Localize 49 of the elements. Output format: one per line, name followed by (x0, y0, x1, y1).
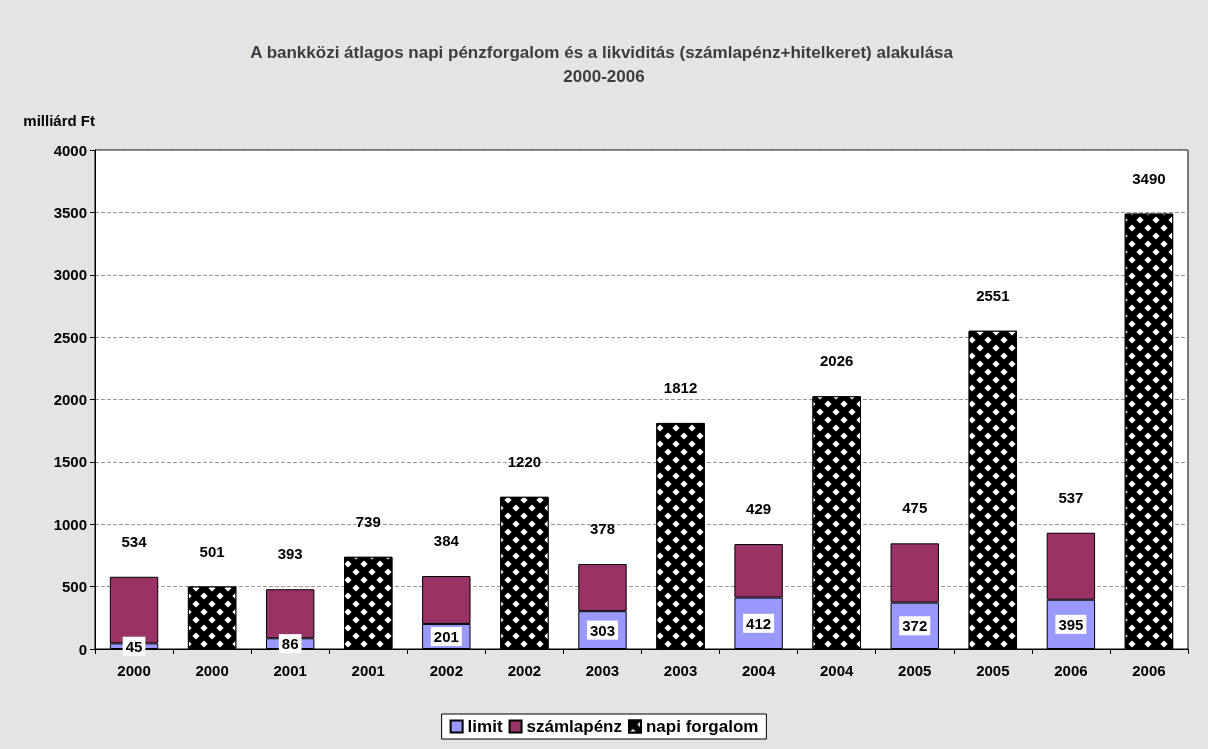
x-tick-label: 2005 (976, 662, 1010, 679)
y-tick-label: 3000 (53, 266, 87, 284)
x-tick-label: 2006 (1132, 662, 1166, 679)
y-tick-label: 2000 (53, 391, 87, 408)
y-tick-label: 1500 (53, 453, 87, 471)
data-label: 393 (277, 545, 303, 563)
y-tick-label: 0 (78, 640, 87, 658)
legend-label: limit (467, 717, 503, 736)
y-tick-label: 4000 (53, 141, 87, 159)
y-tick-label: 2500 (53, 328, 87, 346)
data-label: 537 (1058, 488, 1084, 506)
chart-title: A bankközi átlagos napi pénzforgalom és a likviditás (számlapénz+hitelkeret) alakulása 2000-2006 (250, 42, 958, 86)
data-label: 384 (433, 532, 460, 550)
y-axis-title: milliárd Ft (23, 112, 95, 129)
data-label: 1220 (507, 452, 542, 470)
x-tick-label: 2002 (429, 662, 464, 679)
x-tick-label: 2004 (741, 662, 776, 679)
data-label: 412 (746, 614, 772, 632)
y-tick-label: 1000 (53, 515, 87, 533)
data-label: 45 (125, 637, 143, 655)
data-label: 395 (1058, 615, 1084, 633)
data-label: 86 (281, 635, 299, 653)
data-label: 378 (589, 520, 615, 538)
data-label: 2551 (976, 286, 1010, 304)
x-tick-label: 2002 (507, 662, 542, 679)
x-tick-label: 2000 (195, 662, 229, 679)
data-label: 303 (589, 621, 615, 639)
data-label: 429 (746, 500, 772, 518)
data-label: 534 (121, 532, 148, 550)
x-tick-label: 2006 (1054, 662, 1088, 679)
data-label: 3490 (1132, 169, 1166, 187)
data-label: 739 (355, 512, 381, 530)
data-label: 501 (199, 542, 225, 560)
legend-label: számlapénz (526, 717, 622, 736)
x-tick-label: 2003 (663, 662, 698, 679)
x-tick-label: 2004 (819, 662, 855, 679)
data-label: 201 (433, 627, 459, 645)
x-tick-label: 2005 (898, 662, 932, 679)
x-tick-label: 2000 (117, 662, 151, 679)
data-label: 1812 (663, 378, 698, 396)
data-label: 372 (902, 617, 928, 635)
x-tick-label: 2003 (585, 662, 620, 679)
legend-label: napi forgalom (645, 717, 759, 736)
x-tick-label: 2001 (351, 662, 385, 679)
y-tick-label: 3500 (53, 203, 87, 221)
data-label: 2026 (819, 352, 854, 370)
x-tick-label: 2001 (273, 662, 307, 679)
y-tick-label: 500 (61, 578, 87, 596)
data-label: 475 (902, 499, 928, 517)
